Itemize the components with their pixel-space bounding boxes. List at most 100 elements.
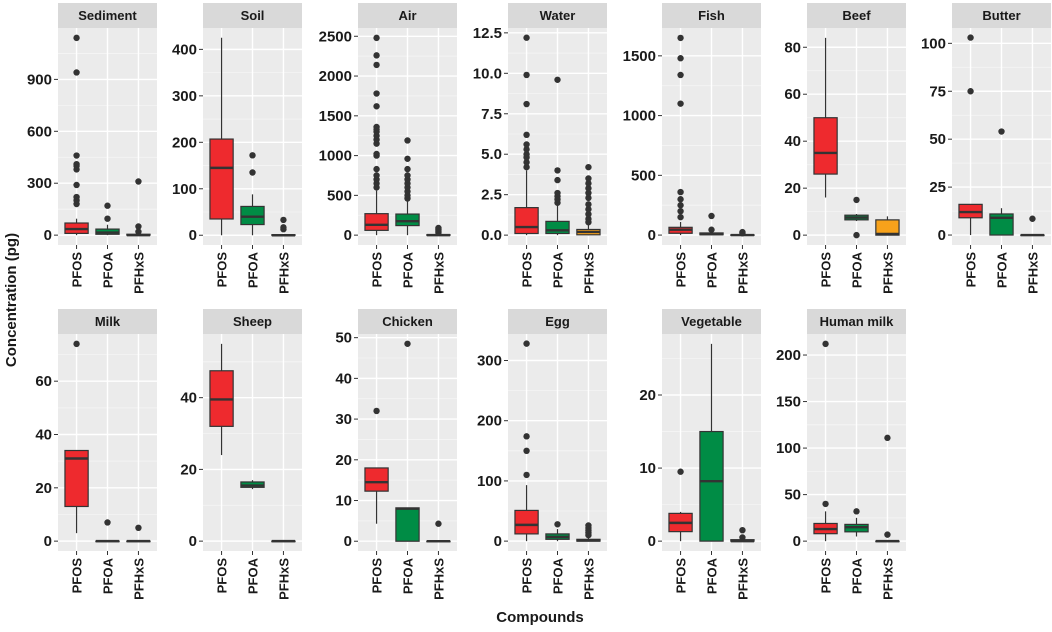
box-pfhxs xyxy=(426,224,451,237)
outlier-point xyxy=(523,151,530,158)
facet-strip xyxy=(58,309,157,334)
y-tick-label: 600 xyxy=(27,123,52,140)
y-tick-label: 300 xyxy=(172,88,197,105)
x-tick-label: PFOS xyxy=(674,252,689,288)
x-tick-label: PFHxS xyxy=(581,252,596,294)
outlier-point xyxy=(373,103,380,110)
outlier-point xyxy=(404,137,411,144)
facet-title: Vegetable xyxy=(681,314,742,329)
facet-title: Soil xyxy=(241,8,265,23)
y-tick-label: 2500 xyxy=(319,28,352,45)
y-tick-label: 80 xyxy=(784,39,801,56)
outlier-point xyxy=(677,468,684,475)
x-tick-label: PFHxS xyxy=(276,558,291,600)
x-tick-label: PFHxS xyxy=(880,252,895,294)
x-tick-label: PFOS xyxy=(215,252,230,288)
box-pfhxs xyxy=(271,539,296,543)
outlier-point xyxy=(585,180,592,187)
outlier-point xyxy=(104,519,111,526)
y-tick-label: 7.5 xyxy=(481,106,502,123)
x-tick-label: PFOA xyxy=(551,251,566,288)
outlier-point xyxy=(739,526,746,534)
outlier-point xyxy=(135,178,142,185)
outlier-point xyxy=(677,202,684,209)
facet-water: Water 0.0 2.5 5.0 7.5 10.0 12.5 PFOS PFOA PFHxS xyxy=(473,3,607,294)
x-tick-label: PFOS xyxy=(520,252,535,288)
box-pfos xyxy=(364,34,389,236)
outlier-point xyxy=(523,471,530,479)
x-tick-label: PFOS xyxy=(70,558,85,594)
x-tick-label: PFOS xyxy=(215,558,230,594)
outlier-point xyxy=(677,196,684,203)
facet-title: Human milk xyxy=(820,314,894,329)
box-pfos xyxy=(958,34,983,236)
x-tick-label: PFHxS xyxy=(581,558,596,600)
y-tick-label: 25 xyxy=(929,179,946,196)
y-tick-label: 1000 xyxy=(319,148,352,165)
outlier-point xyxy=(373,165,380,173)
outlier-point xyxy=(853,196,860,204)
facet-strip xyxy=(508,3,607,28)
outlier-point xyxy=(249,169,256,176)
outlier-point xyxy=(853,508,860,515)
outlier-point xyxy=(585,210,592,218)
outlier-point xyxy=(585,163,592,171)
x-tick-label: PFHxS xyxy=(431,558,446,600)
facet-title: Milk xyxy=(95,314,121,329)
outlier-point xyxy=(554,189,561,197)
y-tick-label: 0 xyxy=(44,533,52,550)
y-tick-label: 200 xyxy=(172,134,197,151)
outlier-point xyxy=(554,521,561,528)
y-tick-label: 10 xyxy=(335,493,352,510)
outlier-point xyxy=(73,193,80,201)
outlier-point xyxy=(373,407,380,415)
outlier-point xyxy=(135,228,142,235)
y-tick-label: 1500 xyxy=(623,48,656,65)
outlier-point xyxy=(523,146,530,153)
facet-air: Air 0 500 1000 1500 2000 2500 PFOS PFOA PFHxS xyxy=(319,3,457,294)
box-iqr xyxy=(989,213,1014,236)
box-iqr xyxy=(514,207,539,235)
box-pfoa xyxy=(240,152,265,236)
y-tick-label: 500 xyxy=(631,167,656,184)
outlier-point xyxy=(73,69,80,76)
facet-vegetable: Vegetable 0 10 20 PFOS PFOA PFHxS xyxy=(639,309,761,600)
outlier-point xyxy=(585,201,592,208)
y-tick-label: 0.0 xyxy=(481,227,502,244)
outlier-point xyxy=(404,172,411,179)
x-tick-label: PFHxS xyxy=(735,558,750,600)
y-tick-label: 20 xyxy=(639,387,656,404)
box-pfhxs xyxy=(126,524,151,543)
y-tick-label: 0 xyxy=(44,227,52,244)
facet-strip xyxy=(58,3,157,28)
facet-soil: Soil 0 100 200 300 400 PFOS PFOA PFHxS xyxy=(172,3,302,294)
outlier-point xyxy=(104,202,111,209)
y-tick-label: 100 xyxy=(172,181,197,198)
outlier-point xyxy=(884,434,891,442)
outlier-point xyxy=(523,340,530,347)
box-pfos xyxy=(813,340,838,542)
y-tick-label: 10 xyxy=(639,460,656,477)
outlier-point xyxy=(280,216,287,224)
outlier-point xyxy=(135,524,142,532)
y-tick-label: 1500 xyxy=(319,108,352,125)
facet-milk: Milk 0 20 40 60 PFOS PFOA PFHxS xyxy=(35,309,157,600)
box-pfoa xyxy=(545,521,570,542)
x-tick-label: PFOA xyxy=(850,557,865,594)
outlier-point xyxy=(373,52,380,59)
outlier-point xyxy=(373,90,380,97)
facet-title: Sheep xyxy=(233,314,272,329)
facet-title: Chicken xyxy=(382,314,433,329)
outlier-point xyxy=(677,100,684,107)
outlier-point xyxy=(708,212,715,220)
box-pfos xyxy=(514,340,539,542)
facet-fish: Fish 0 500 1000 1500 PFOS PFOA PFHxS xyxy=(623,3,761,294)
facet-sheep: Sheep 0 20 40 PFOS PFOA PFHxS xyxy=(180,309,302,600)
outlier-point xyxy=(677,34,684,42)
outlier-point xyxy=(523,131,530,139)
y-tick-label: 2.5 xyxy=(481,187,502,204)
x-tick-label: PFHxS xyxy=(131,558,146,600)
outlier-point xyxy=(435,520,442,527)
box-iqr xyxy=(64,449,89,508)
facet-strip xyxy=(508,309,607,334)
